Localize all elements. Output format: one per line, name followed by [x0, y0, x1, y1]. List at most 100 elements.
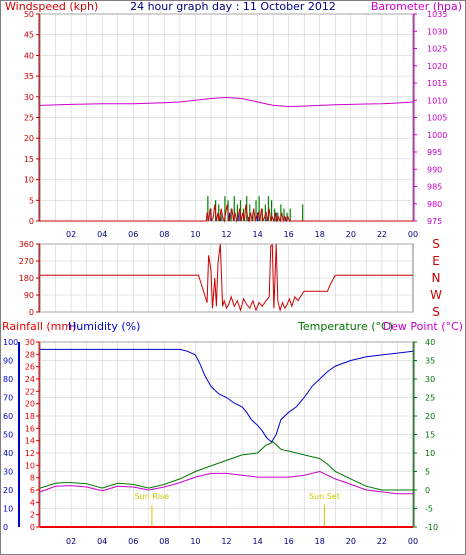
wind-barometer-panel: 0510152025303540455097598098599099510001… [24, 10, 448, 239]
windspeed-line [40, 204, 413, 223]
rainfall-tick-label: 12 [25, 449, 35, 458]
rainfall-tick-label: 20 [25, 400, 35, 409]
rainfall-tick-label: 6 [30, 486, 35, 495]
x-tick-label: 20 [346, 537, 356, 546]
rainfall-tick-label: 14 [25, 437, 35, 446]
gust-bar [258, 196, 260, 221]
y-right-tick-label: 1035 [427, 10, 447, 19]
x-tick-label: 02 [66, 537, 76, 546]
x-tick-label: 12 [221, 230, 231, 239]
humidity-temperature-panel: 0102030405060708090100024681012141618202… [3, 338, 438, 546]
wind-avg-bar [219, 216, 221, 221]
x-tick-label: 06 [128, 537, 138, 546]
humidity-tick-label: 50 [3, 431, 13, 440]
gust-bar [236, 204, 238, 221]
y-right-tick-label: 975 [427, 217, 442, 226]
wind-avg-bar [229, 212, 231, 221]
sun-annotation: Sun Rise [135, 492, 170, 501]
gust-bar [286, 212, 288, 221]
gust-bar [207, 196, 209, 221]
humidity-tick-label: 70 [3, 394, 13, 403]
x-tick-label: 14 [252, 537, 262, 546]
y-right-tick-label: 980 [427, 200, 442, 209]
gust-bar [267, 196, 270, 221]
rainfall-tick-label: 30 [25, 338, 35, 347]
x-tick-label: 20 [346, 230, 356, 239]
rainfall-tick-label: 18 [25, 412, 35, 421]
humidity-tick-label: 40 [3, 449, 13, 458]
y-left-tick-label: 0 [29, 308, 34, 317]
gust-bar [255, 200, 257, 221]
humidity-tick-label: 100 [3, 338, 18, 347]
y-left-tick-label: 90 [24, 291, 34, 300]
dewpoint-axis-label: Dew Point (°C) [383, 320, 463, 333]
x-tick-label: 00 [408, 537, 418, 546]
dewpoint-line [39, 470, 413, 495]
compass-label: E [432, 254, 440, 268]
temperature-tick-label: 35 [425, 357, 435, 366]
rainfall-tick-label: 26 [25, 363, 35, 372]
y-right-tick-label: 1005 [427, 114, 447, 123]
x-tick-label: 14 [252, 230, 262, 239]
gust-bar [221, 212, 223, 221]
y-left-tick-label: 20 [24, 134, 34, 143]
y-left-tick-label: 270 [19, 257, 34, 266]
y-right-tick-label: 985 [427, 183, 442, 192]
compass-label: W [430, 288, 442, 302]
x-tick-label: 04 [97, 230, 107, 239]
temperature-tick-label: 10 [425, 449, 435, 458]
rainfall-tick-label: 24 [25, 375, 35, 384]
y-right-tick-label: 1015 [427, 79, 447, 88]
temperature-tick-label: 30 [425, 375, 435, 384]
y-right-tick-label: 1000 [427, 131, 447, 140]
humidity-axis-label: Humidity (%) [68, 320, 140, 333]
rainfall-tick-label: 16 [25, 424, 35, 433]
barometer-line [39, 96, 414, 108]
y-left-tick-label: 180 [19, 274, 34, 283]
y-left-tick-label: 25 [24, 114, 34, 123]
x-tick-label: 08 [159, 230, 169, 239]
rainfall-tick-label: 4 [30, 498, 35, 507]
rainfall-tick-label: 0 [30, 523, 35, 532]
humidity-tick-label: 20 [3, 486, 13, 495]
temperature-tick-label: -10 [425, 523, 438, 532]
y-left-tick-label: 35 [24, 72, 34, 81]
humidity-tick-label: 80 [3, 375, 13, 384]
x-tick-label: 22 [377, 537, 387, 546]
gust-bar [289, 208, 291, 221]
compass-label: S [432, 305, 440, 319]
x-tick-label: 10 [190, 230, 200, 239]
compass-label: S [432, 237, 440, 251]
y-left-tick-label: 15 [24, 155, 34, 164]
humidity-tick-label: 30 [3, 468, 13, 477]
x-tick-label: 18 [315, 230, 325, 239]
y-left-tick-label: 45 [24, 31, 34, 40]
humidity-tick-label: 0 [3, 523, 8, 532]
gust-bar [277, 212, 279, 221]
rainfall-axis-label: Rainfall (mm) [2, 320, 76, 333]
temperature-tick-label: 0 [425, 486, 430, 495]
gust-bar [224, 196, 226, 221]
wind-avg-bar [238, 212, 240, 221]
x-tick-label: 12 [221, 537, 231, 546]
y-right-tick-label: 990 [427, 165, 442, 174]
humidity-tick-label: 60 [3, 412, 13, 421]
rainfall-tick-label: 28 [25, 350, 35, 359]
gust-bar [249, 204, 251, 221]
gust-bar [239, 200, 242, 221]
x-tick-label: 08 [159, 537, 169, 546]
x-tick-label: 16 [284, 230, 294, 239]
x-tick-label: 04 [97, 537, 107, 546]
humidity-tick-label: 90 [3, 357, 13, 366]
rainfall-tick-label: 2 [30, 511, 35, 520]
rainfall-tick-label: 22 [25, 387, 35, 396]
temperature-tick-label: 15 [425, 431, 435, 440]
temperature-tick-label: 5 [425, 468, 430, 477]
temperature-tick-label: 20 [425, 412, 435, 421]
y-left-tick-label: 5 [29, 196, 34, 205]
gust-bar [280, 204, 282, 221]
compass-label: N [432, 271, 441, 285]
x-tick-label: 18 [315, 537, 325, 546]
